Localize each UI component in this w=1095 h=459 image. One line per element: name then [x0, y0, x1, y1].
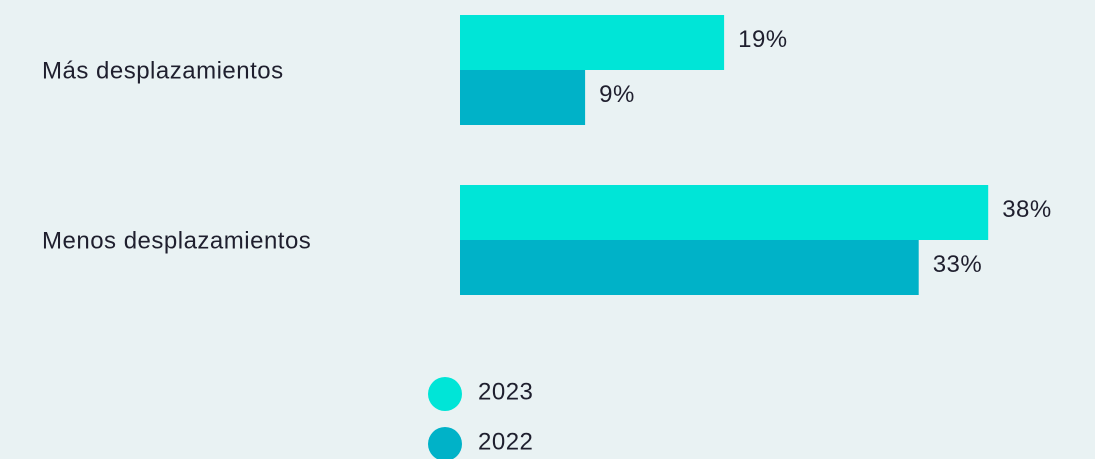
value-label: 38% — [1002, 196, 1052, 223]
value-label: 9% — [599, 81, 635, 108]
legend-label: 2023 — [478, 378, 533, 405]
bar — [460, 240, 919, 295]
value-label: 19% — [738, 26, 788, 53]
legend-marker — [428, 377, 462, 411]
bar — [460, 185, 989, 240]
bar — [460, 15, 725, 70]
legend-marker — [428, 427, 462, 459]
bar — [460, 70, 586, 125]
legend-label: 2022 — [478, 428, 533, 455]
value-label: 33% — [933, 251, 983, 278]
category-label: Más desplazamientos — [42, 57, 284, 84]
category-label: Menos desplazamientos — [42, 227, 311, 254]
